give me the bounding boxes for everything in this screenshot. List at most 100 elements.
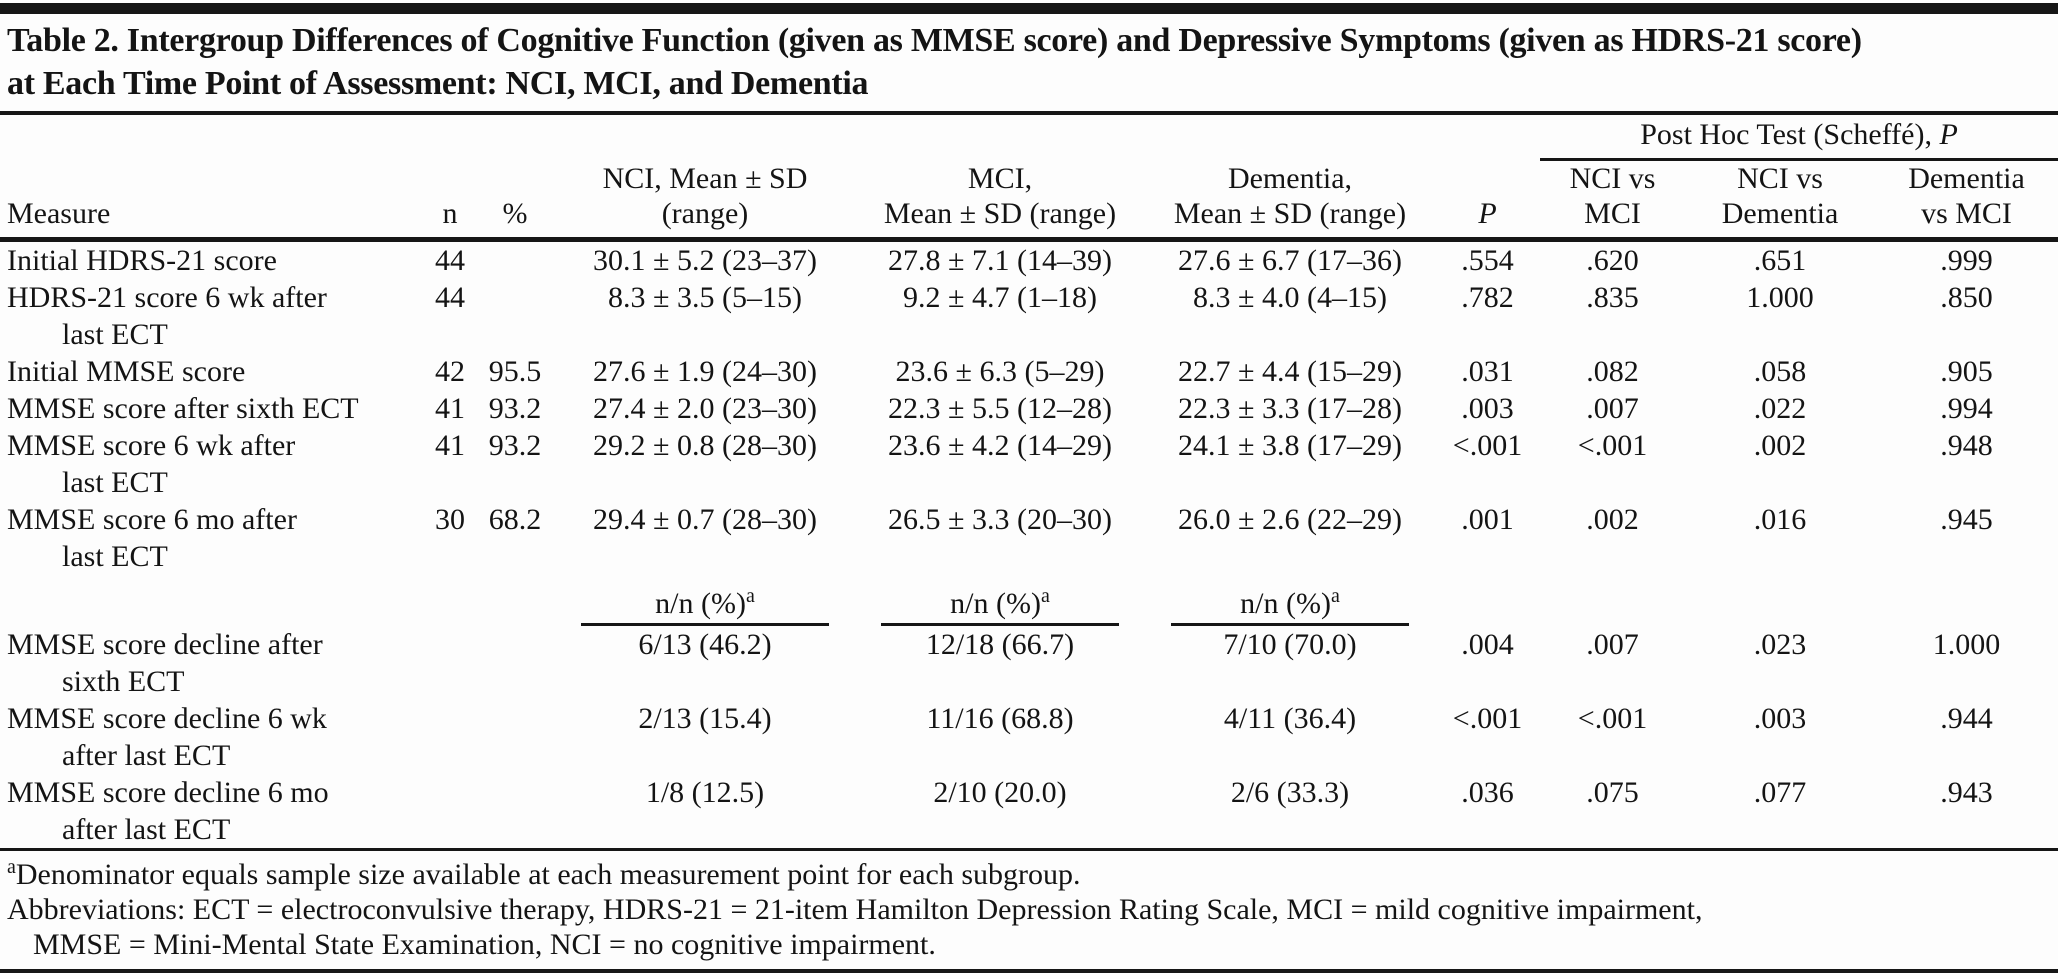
pct-cell — [475, 240, 555, 280]
dementia-cell: 22.7 ± 4.4 (15–29) — [1178, 355, 1402, 388]
p-nci-dementia-cell: .022 — [1753, 392, 1807, 425]
p-cell: .554 — [1461, 244, 1514, 277]
dementia-cell: 7/10 (70.0) — [1223, 628, 1357, 661]
nci-cell: 29.4 ± 0.7 (28–30) — [593, 503, 817, 536]
nci-cell: 6/13 (46.2) — [638, 628, 772, 661]
dementia-cell: 22.3 ± 3.3 (17–28) — [1178, 392, 1402, 425]
p-dementia-mci-cell: .999 — [1940, 244, 1993, 277]
table-title-line1: Table 2. Intergroup Differences of Cogni… — [7, 22, 1862, 59]
p-cell: .782 — [1461, 281, 1514, 314]
empty-cell — [475, 575, 555, 626]
n-cell — [425, 774, 475, 848]
p-cell: .031 — [1461, 355, 1514, 388]
table-row: Initial MMSE score 42 95.5 27.6 ± 1.9 (2… — [0, 353, 2058, 390]
measure-cell: MMSE score 6 wk after last ECT — [7, 429, 296, 499]
pct-cell — [475, 700, 555, 774]
mci-cell: 27.8 ± 7.1 (14–39) — [888, 244, 1112, 277]
column-header-row: Measure n % NCI, Mean ± SD (range) MCI, Me… — [0, 159, 2058, 242]
mci-cell: 9.2 ± 4.7 (1–18) — [903, 281, 1097, 314]
title-rule — [0, 111, 2058, 115]
mci-cell: 2/10 (20.0) — [933, 776, 1067, 809]
table-row: HDRS-21 score 6 wk after last ECT 44 8.3 … — [0, 279, 2058, 353]
dementia-cell: 26.0 ± 2.6 (22–29) — [1178, 503, 1402, 536]
nn-subheader-mci: n/n (%)a — [855, 575, 1145, 626]
table-row: MMSE score after sixth ECT 41 93.2 27.4 … — [0, 390, 2058, 427]
footnote-denominator: aDenominator equals sample size availabl… — [7, 856, 1081, 891]
n-cell: 41 — [435, 429, 465, 462]
p-nci-mci-cell: <.001 — [1577, 429, 1648, 462]
nn-subheader-nci: n/n (%)a — [555, 575, 855, 626]
p-dementia-mci-cell: .850 — [1940, 281, 1993, 314]
table-row: Initial HDRS-21 score 44 30.1 ± 5.2 (23–… — [0, 240, 2058, 280]
n-cell — [425, 700, 475, 774]
table-row: MMSE score decline 6 mo after last ECT 1/… — [0, 774, 2058, 848]
footnote-abbreviations-line2: MMSE = Mini-Mental State Examination, NC… — [33, 928, 936, 961]
posthoc-group-header: Post Hoc Test (Scheffé), P — [1540, 115, 2058, 161]
nci-cell: 27.4 ± 2.0 (23–30) — [593, 392, 817, 425]
pct-cell — [475, 774, 555, 848]
pct-cell: 93.2 — [488, 429, 542, 462]
mci-cell: 23.6 ± 4.2 (14–29) — [888, 429, 1112, 462]
measure-cell: Initial MMSE score — [7, 355, 246, 388]
mci-cell: 11/16 (68.8) — [926, 702, 1074, 735]
mci-cell: 12/18 (66.7) — [925, 628, 1075, 661]
measure-cell: MMSE score 6 mo after last ECT — [7, 503, 297, 573]
p-nci-dementia-cell: .023 — [1753, 628, 1807, 661]
p-nci-dementia-cell: 1.000 — [1746, 281, 1814, 314]
p-cell: <.001 — [1452, 429, 1523, 462]
table-row: MMSE score decline 6 wk after last ECT 2/… — [0, 700, 2058, 774]
col-header-n: n — [425, 159, 475, 242]
p-nci-dementia-cell: .002 — [1753, 429, 1807, 462]
pct-cell: 68.2 — [488, 503, 542, 536]
measure-cell: MMSE score decline 6 mo after last ECT — [7, 776, 329, 846]
col-header-dementia: Dementia, Mean ± SD (range) — [1145, 159, 1435, 242]
footnotes: aDenominator equals sample size availabl… — [0, 851, 2058, 967]
n-cell: 44 — [435, 281, 465, 314]
dementia-cell: 24.1 ± 3.8 (17–29) — [1178, 429, 1402, 462]
p-nci-mci-cell: .620 — [1586, 244, 1639, 277]
p-dementia-mci-cell: .948 — [1940, 429, 1993, 462]
col-header-p: P — [1435, 159, 1540, 242]
empty-cell — [425, 575, 475, 626]
col-header-nci-vs-dementia: NCI vs Dementia — [1685, 159, 1875, 242]
p-dementia-mci-cell: .943 — [1940, 776, 1993, 809]
col-header-nci-vs-mci: NCI vs MCI — [1540, 159, 1685, 242]
p-nci-mci-cell: .002 — [1586, 503, 1639, 536]
nci-cell: 30.1 ± 5.2 (23–37) — [593, 244, 817, 277]
col-header-nci: NCI, Mean ± SD (range) — [555, 159, 855, 242]
p-nci-dementia-cell: .003 — [1753, 702, 1807, 735]
dementia-cell: 27.6 ± 6.7 (17–36) — [1178, 244, 1402, 277]
n-cell: 30 — [435, 503, 465, 536]
dementia-cell: 8.3 ± 4.0 (4–15) — [1193, 281, 1387, 314]
measure-cell: MMSE score after sixth ECT — [7, 392, 359, 425]
p-nci-dementia-cell: .651 — [1753, 244, 1807, 277]
nci-cell: 27.6 ± 1.9 (24–30) — [593, 355, 817, 388]
p-nci-dementia-cell: .016 — [1753, 503, 1807, 536]
nci-cell: 8.3 ± 3.5 (5–15) — [608, 281, 802, 314]
p-dementia-mci-cell: .945 — [1940, 503, 1993, 536]
posthoc-group-row: Post Hoc Test (Scheffé), P — [0, 115, 2058, 161]
posthoc-label: Post Hoc Test (Scheffé), — [1640, 118, 1940, 151]
nci-cell: 1/8 (12.5) — [645, 776, 765, 809]
nn-subheader-dementia: n/n (%)a — [1145, 575, 1435, 626]
table-title: Table 2. Intergroup Differences of Cogni… — [0, 14, 2058, 111]
pct-cell: 95.5 — [488, 355, 542, 388]
col-header-pct: % — [475, 159, 555, 242]
p-nci-dementia-cell: .077 — [1753, 776, 1807, 809]
p-nci-mci-cell: .835 — [1586, 281, 1639, 314]
measure-cell: HDRS-21 score 6 wk after last ECT — [7, 281, 327, 351]
p-dementia-mci-cell: .944 — [1940, 702, 1993, 735]
n-cell: 44 — [435, 244, 465, 277]
p-nci-mci-cell: .082 — [1586, 355, 1639, 388]
results-table: Post Hoc Test (Scheffé), P Measure n % N… — [0, 115, 2058, 848]
p-cell: .036 — [1461, 776, 1514, 809]
nci-cell: 2/13 (15.4) — [638, 702, 772, 735]
dementia-cell: 4/11 (36.4) — [1223, 702, 1357, 735]
empty-cell — [1435, 575, 1540, 626]
empty-cell — [0, 575, 425, 626]
nn-subheader-row: n/n (%)a n/n (%)a n/n (%)a — [0, 575, 2058, 626]
p-nci-mci-cell: .007 — [1586, 392, 1639, 425]
mci-cell: 26.5 ± 3.3 (20–30) — [888, 503, 1112, 536]
col-header-dementia-vs-mci: Dementia vs MCI — [1875, 159, 2058, 242]
p-dementia-mci-cell: .994 — [1940, 392, 1993, 425]
